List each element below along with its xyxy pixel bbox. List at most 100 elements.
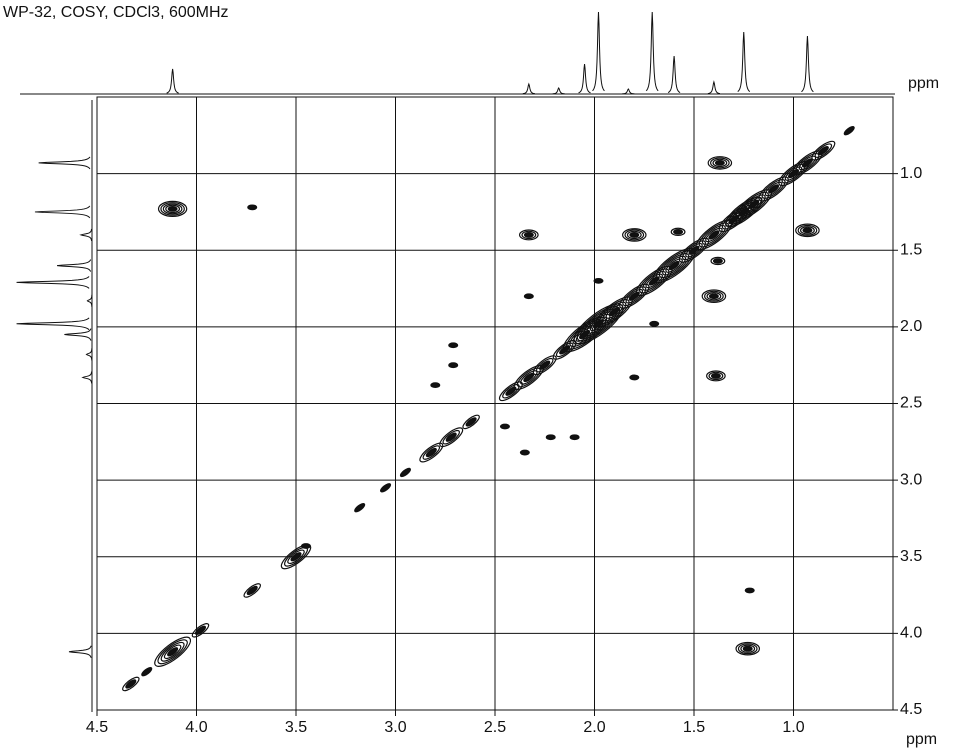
diagonal-peak <box>682 240 706 261</box>
x-tick-label: 4.0 <box>185 719 207 736</box>
diagonal-peak <box>523 372 535 383</box>
diagonal-peak <box>761 179 786 199</box>
cross-peak <box>710 256 726 266</box>
diagonal-peak <box>642 270 667 291</box>
diagonal-peak <box>648 276 660 286</box>
cross-peak <box>744 587 755 594</box>
diagonal-peak <box>698 222 730 248</box>
cross-peak <box>521 230 537 240</box>
cross-peak <box>167 205 178 212</box>
cross-peak <box>673 228 684 235</box>
cross-peak <box>569 434 580 441</box>
cross-peak <box>797 224 818 236</box>
x-tick-label: 2.5 <box>484 719 506 736</box>
diagonal-peak <box>399 467 411 478</box>
x-axis-label-top: ppm <box>908 75 939 92</box>
x-tick-label: 3.5 <box>285 719 307 736</box>
x-tick-label: 4.5 <box>86 719 108 736</box>
diagonal-peak <box>555 342 574 358</box>
diagonal-peak <box>798 155 817 171</box>
diagonal-peak <box>764 181 783 197</box>
left-projection-peak <box>68 645 92 658</box>
y-axis-label: ppm <box>906 731 937 748</box>
cross-peak <box>710 157 730 169</box>
cross-peak <box>708 293 719 300</box>
cross-peak <box>704 290 724 302</box>
cross-peak <box>649 320 660 327</box>
y-tick-label: 1.0 <box>900 165 922 182</box>
cross-peak <box>737 643 758 655</box>
diagonal-peak <box>569 321 600 348</box>
diagonal-peak <box>665 258 683 273</box>
diagonal-peak <box>425 447 437 458</box>
cross-peak <box>707 156 733 170</box>
top-projection-peak <box>737 31 751 92</box>
diagonal-peak <box>160 641 185 662</box>
cross-peak <box>448 362 459 369</box>
top-projection-peak <box>667 55 681 93</box>
cross-peak <box>157 200 188 217</box>
diagonal-peak <box>154 636 192 667</box>
cross-peak <box>430 382 441 389</box>
diagonal-peak <box>725 196 763 228</box>
left-projection-peak <box>81 371 93 384</box>
cross-peak <box>448 342 459 349</box>
diagonal-peak <box>662 255 687 276</box>
left-projection-peak <box>56 259 92 272</box>
diagonal-peak <box>718 207 750 233</box>
top-projection-peak <box>552 86 565 95</box>
y-tick-label: 4.5 <box>900 701 922 718</box>
diagonal-peak <box>442 429 460 445</box>
diagonal-peak <box>505 386 517 396</box>
diagonal-peak <box>619 283 650 309</box>
top-projection-peak <box>645 11 659 92</box>
chart-title: WP-32, COSY, CDCl3, 600MHz <box>3 4 229 21</box>
y-tick-label: 4.0 <box>900 625 922 642</box>
diagonal-peak <box>445 432 457 442</box>
diagonal-peak <box>419 442 444 463</box>
cross-peak <box>706 292 722 301</box>
diagonal-peak <box>191 623 210 638</box>
diagonal-peak <box>708 230 720 240</box>
diagonal-peak <box>163 644 182 660</box>
cross-peak <box>523 232 534 238</box>
diagonal-peak <box>520 370 538 385</box>
diagonal-peak <box>465 417 477 427</box>
diagonal-peak <box>502 383 520 399</box>
diagonal-peak <box>843 126 855 136</box>
left-projection-peak <box>86 294 93 307</box>
cross-peak <box>742 645 753 652</box>
top-projection-peak <box>707 80 720 95</box>
cross-peak <box>629 232 640 238</box>
diagonal-peak <box>705 227 723 243</box>
top-projection-peak <box>166 68 179 94</box>
cross-peak <box>622 228 647 242</box>
x-tick-label: 3.0 <box>384 719 406 736</box>
diagonal-peak <box>638 268 670 294</box>
diagonal-peak <box>625 288 644 304</box>
diagonal-peak <box>552 339 577 360</box>
left-projection-peak <box>79 228 93 242</box>
cross-peak <box>165 204 181 214</box>
left-projection-peak <box>38 156 91 170</box>
diagonal-peak <box>380 483 392 493</box>
cross-peak <box>629 374 640 381</box>
diagonal-peak <box>122 676 140 692</box>
diagonal-peak <box>287 549 305 565</box>
diagonal-peak <box>781 163 806 184</box>
cross-peak <box>714 159 725 166</box>
left-projection-peak <box>16 317 90 331</box>
diagonal-peak <box>141 667 153 677</box>
diagonal-peak <box>290 552 302 562</box>
diagonal-peak <box>157 639 188 665</box>
x-tick-label: 2.0 <box>583 719 605 736</box>
cross-peak <box>710 373 721 379</box>
cross-peak <box>670 227 686 237</box>
diagonal-peak <box>575 327 594 342</box>
cross-peak <box>247 204 258 211</box>
diagonal-peak <box>784 166 803 181</box>
diagonal-peak <box>243 583 261 598</box>
cross-peak <box>518 229 539 241</box>
diagonal-peak <box>194 625 207 635</box>
